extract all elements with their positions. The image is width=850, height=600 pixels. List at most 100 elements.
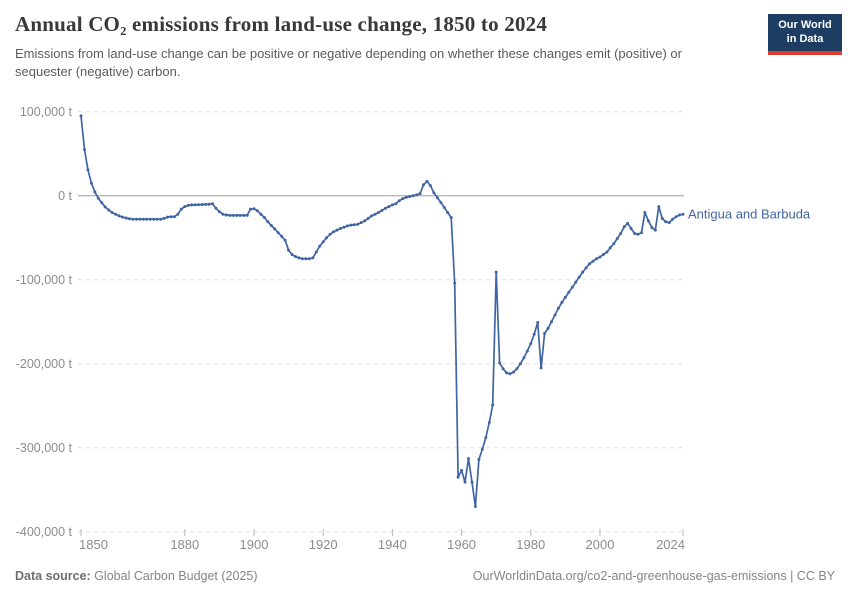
data-point-marker [532,332,536,336]
data-point-marker [294,255,297,259]
data-point-marker [249,207,252,211]
data-point-marker [134,217,138,221]
data-point-marker [179,207,183,211]
data-point-marker [522,356,526,360]
data-point-marker [321,240,325,244]
data-point-marker [505,371,509,375]
data-point-marker [377,211,380,214]
data-point-marker [304,257,308,261]
data-point-marker [342,225,346,229]
data-point-marker [172,215,176,219]
data-point-marker [110,211,114,214]
x-axis-tick-label: 1850 [79,537,108,552]
data-point-marker [224,213,228,217]
data-point-marker [449,216,453,219]
data-point-marker [563,295,567,299]
data-point-marker [536,321,540,324]
data-point-marker [560,300,564,304]
data-point-marker [418,192,422,196]
data-point-marker [550,320,553,324]
data-point-marker [83,148,86,151]
data-point-marker [339,227,342,230]
data-point-marker [221,212,225,216]
data-point-marker [518,362,522,366]
data-point-marker [273,227,277,231]
data-point-marker [127,217,131,221]
data-point-marker [86,168,90,172]
data-point-marker [598,255,602,259]
data-point-marker [428,184,432,188]
series-end-label[interactable]: Antigua and Barbuda [688,207,811,222]
data-point-marker [200,203,204,207]
attribution-link[interactable]: OurWorldinData.org/co2-and-greenhouse-ga… [472,569,835,583]
data-point-marker [484,436,488,440]
data-point-marker [307,257,311,261]
data-point-marker [487,421,491,424]
data-point-marker [314,250,318,254]
data-point-marker [363,219,367,223]
chart-footer: Data source: Global Carbon Budget (2025)… [15,569,835,583]
data-point-marker [498,361,502,365]
data-point-marker [89,181,93,185]
data-point-marker [366,216,370,220]
data-point-marker [387,205,391,209]
data-point-marker [217,210,221,214]
data-point-marker [197,203,201,207]
data-point-marker [595,257,598,261]
data-point-marker [581,270,585,274]
data-point-marker [480,447,484,451]
data-point-marker [183,205,187,209]
x-axis-tick-label: 1900 [240,537,269,552]
y-axis-tick-label: -200,000 t [16,357,73,371]
data-point-marker [138,217,142,221]
data-point-marker [255,209,259,213]
data-point-marker [231,213,235,217]
chart-title: Annual CO₂ emissions from land-use chang… [15,12,548,36]
data-point-marker [380,208,384,212]
data-point-marker [394,202,398,206]
data-point-marker [588,262,592,266]
data-point-marker [415,193,419,197]
data-point-marker [114,212,118,216]
data-point-marker [553,313,557,317]
data-point-marker [352,223,356,227]
data-point-marker [283,238,287,242]
data-point-marker [512,370,515,374]
data-point-marker [359,221,363,225]
data-point-marker [155,217,159,221]
x-axis-tick-label: 1880 [170,537,199,552]
owid-logo-line1: Our World [778,19,832,31]
data-point-marker [622,225,626,229]
data-point-marker [460,468,464,472]
data-point-marker [397,199,401,203]
y-axis-tick-label: -400,000 t [16,525,73,539]
data-point-marker [228,213,232,217]
chart-header: Annual CO₂ emissions from land-use chang… [15,12,755,80]
data-point-marker [193,203,197,207]
data-point-marker [411,194,415,198]
x-axis-tick-label: 1960 [447,537,476,552]
data-point-marker [660,216,664,220]
data-point-marker [657,205,661,209]
data-point-marker [211,202,214,206]
data-point-marker [640,231,643,235]
data-point-marker [290,253,294,256]
y-axis-tick-label: -300,000 t [16,441,73,455]
data-point-marker [207,202,211,206]
data-point-marker [605,250,609,254]
data-point-marker [574,280,578,284]
data-point-marker [259,212,263,216]
y-axis-tick-label: -100,000 t [16,273,73,287]
x-axis-tick-label: 1940 [378,537,407,552]
data-point-marker [269,224,273,227]
data-point-marker [646,219,650,223]
data-point-marker [681,212,685,216]
data-point-marker [245,213,249,217]
y-axis-tick-label: 100,000 t [20,105,73,119]
data-point-marker [463,480,467,484]
data-point-marker [529,342,533,345]
x-axis-tick-label: 2024 [656,537,685,552]
data-point-marker [664,220,668,224]
